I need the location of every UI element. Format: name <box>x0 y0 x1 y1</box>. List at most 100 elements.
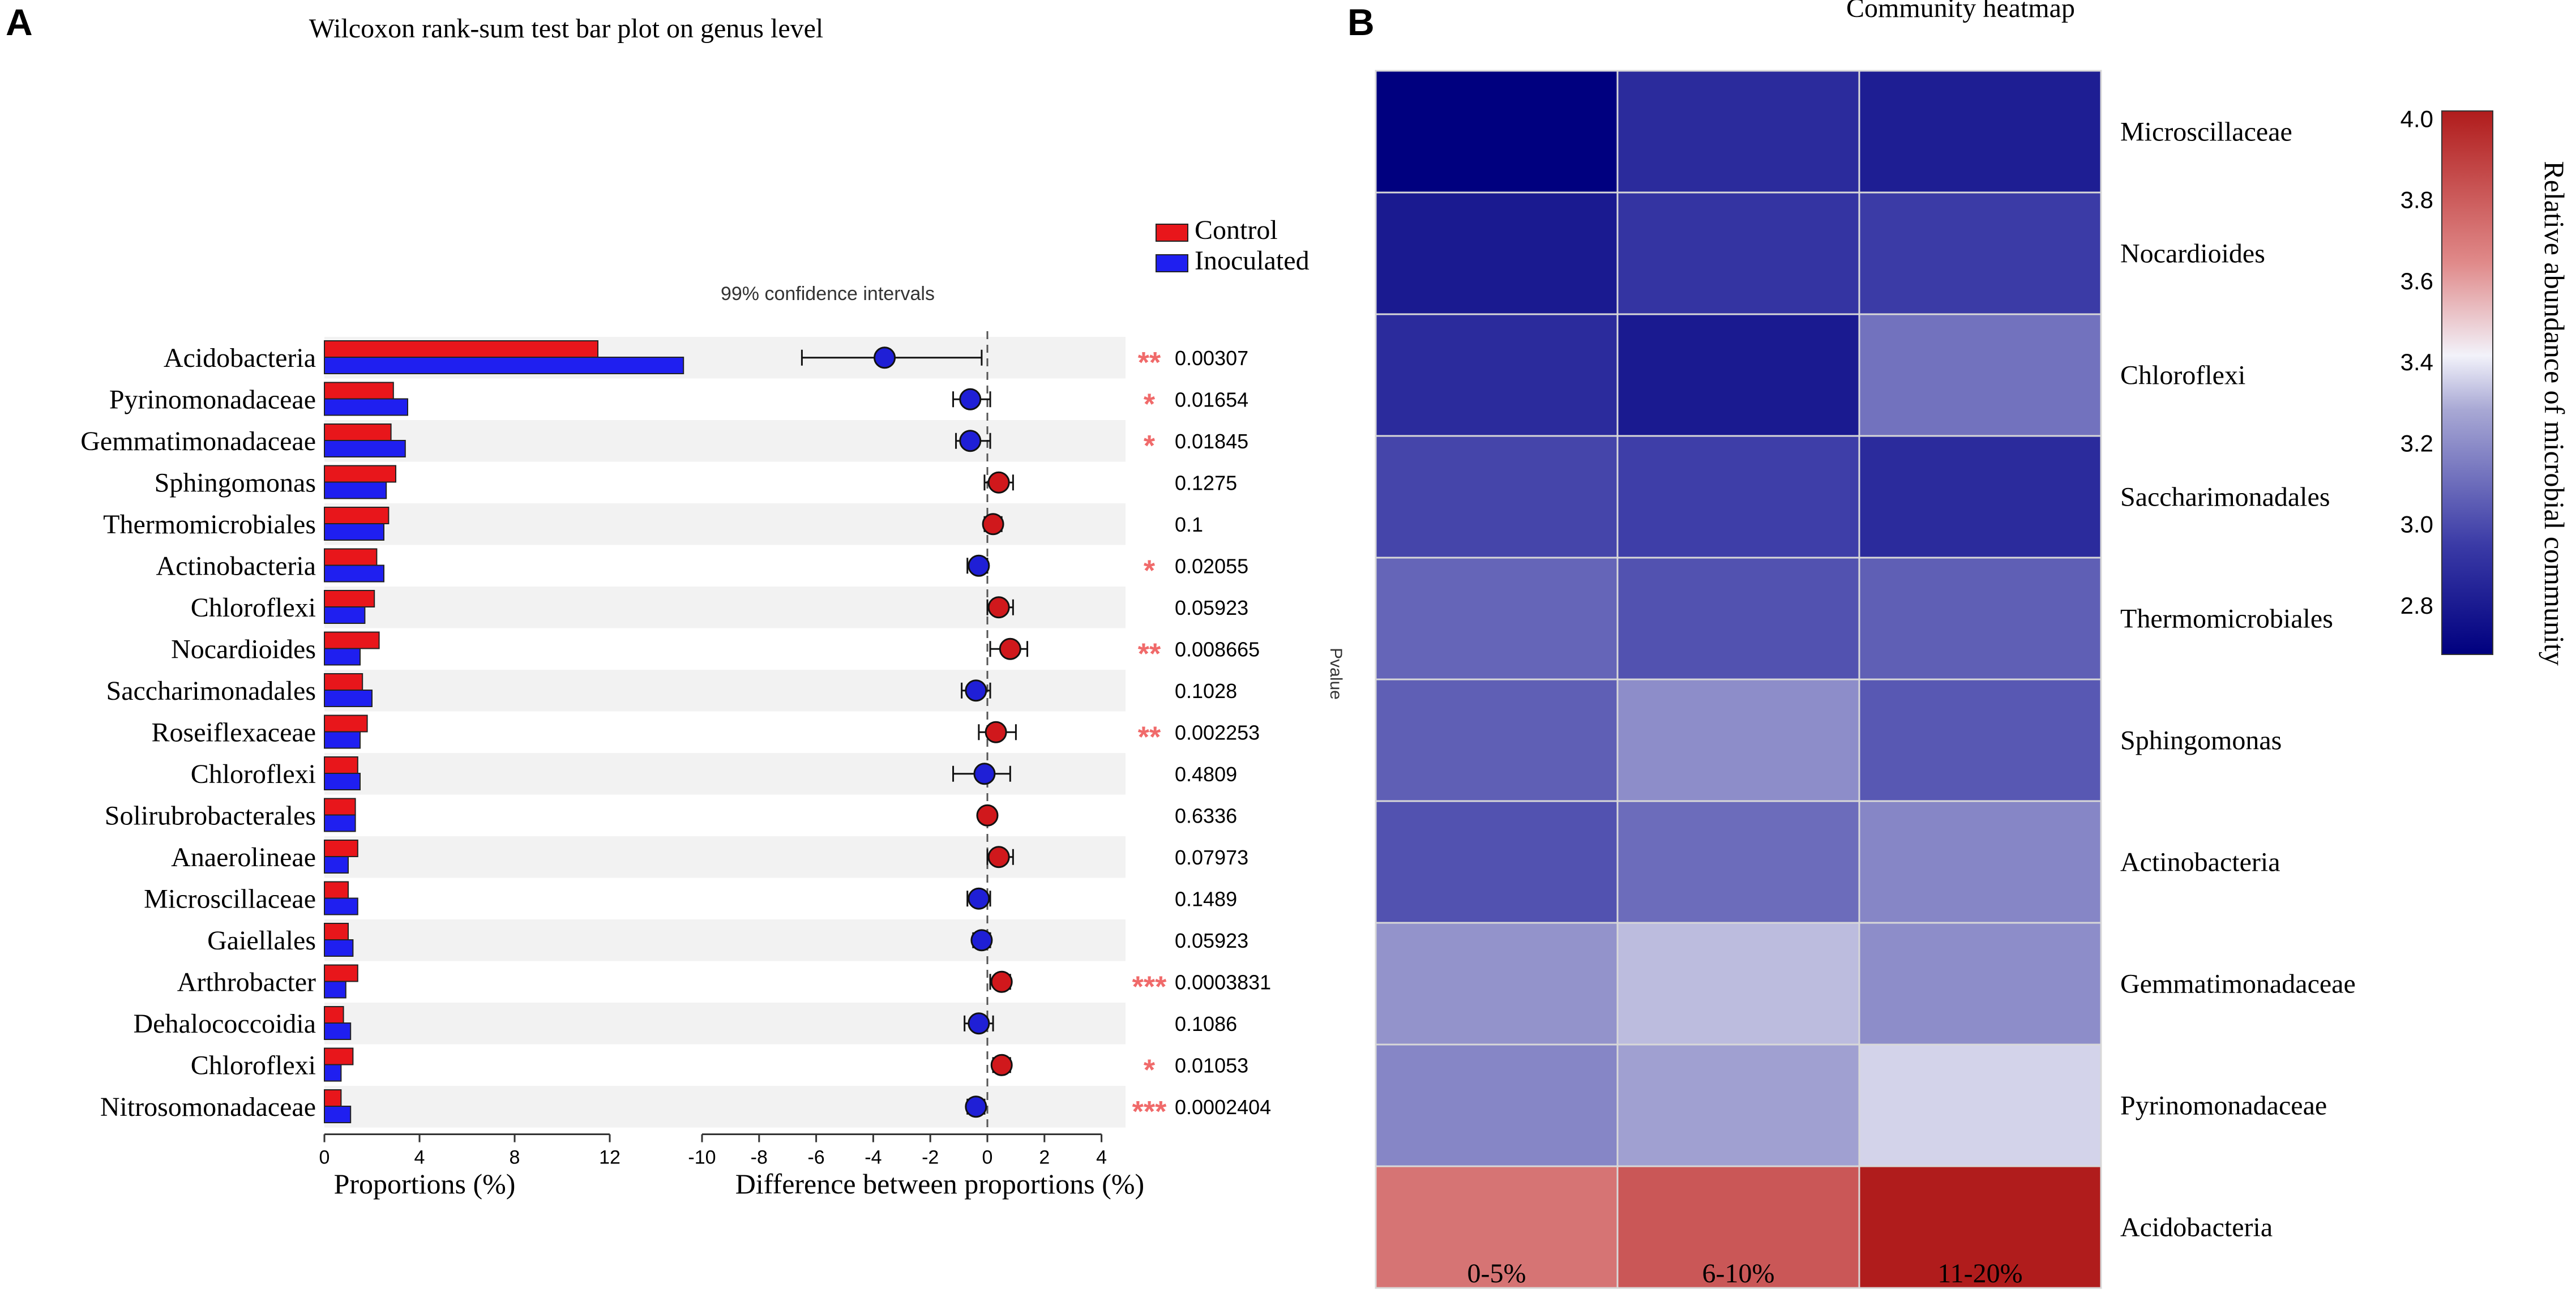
bar-inoculated <box>324 814 356 832</box>
category-label: Chloroflexi <box>191 593 316 623</box>
bar-control <box>324 590 375 607</box>
bar-inoculated <box>324 731 361 749</box>
difference-point <box>968 1012 990 1035</box>
heatmap-column-label: 0-5% <box>1467 1259 1526 1289</box>
bar-inoculated <box>324 564 384 583</box>
pvalue-axis-label: Pvalue <box>1326 648 1345 700</box>
category-label: Sphingomonas <box>155 468 316 498</box>
heatmap-cell <box>1616 1043 1860 1167</box>
colorbar-tick-label: 3.2 <box>2400 430 2433 456</box>
heatmap-row-label: Gemmatimonadaceae <box>2120 969 2356 999</box>
proportions-bar-chart: Acidobacteria Pyrinomonadaceae Gemmatimona… <box>80 337 705 1169</box>
heatmap-cell <box>1375 557 1619 681</box>
bar-control <box>324 382 394 400</box>
x-tick-label: 2 <box>1039 1147 1050 1169</box>
ci-row-background <box>702 420 1126 462</box>
bar-inoculated <box>324 357 684 374</box>
proportions-axis-title: Proportions (%) <box>334 1168 516 1200</box>
ci-row-background <box>702 503 1126 545</box>
legend-swatch-control <box>1156 224 1188 242</box>
difference-point <box>968 554 990 577</box>
category-label: Pyrinomonadaceae <box>109 384 316 414</box>
ci-row-background <box>702 919 1126 961</box>
category-label: Microscillaceae <box>144 884 316 914</box>
bar-inoculated <box>324 481 387 499</box>
difference-point <box>990 1054 1013 1076</box>
heatmap-row-label: Thermomicrobiales <box>2120 604 2333 634</box>
difference-point <box>987 596 1010 619</box>
category-label: Nocardioides <box>171 634 316 664</box>
colorbar-tick-label: 3.4 <box>2400 349 2433 375</box>
ci-row-background <box>702 836 1126 878</box>
p-value: 0.6336 <box>1175 804 1237 827</box>
bar-inoculated <box>324 523 384 541</box>
heatmap-cell <box>1858 1043 2102 1167</box>
p-value: 0.1275 <box>1175 471 1237 494</box>
bar-inoculated <box>324 773 361 790</box>
panel-b-label: B <box>1347 1 1375 43</box>
category-label: Thermomicrobiales <box>103 510 316 540</box>
ci-row-background <box>702 587 1126 628</box>
bar-row-background <box>324 753 705 795</box>
bar-control <box>324 1047 354 1065</box>
difference-point <box>973 763 996 785</box>
x-tick-label: -10 <box>688 1147 716 1169</box>
significance-stars: ** <box>1138 721 1161 754</box>
ci-row-background <box>702 1086 1126 1128</box>
difference-point <box>987 471 1010 494</box>
bar-control <box>324 1006 344 1024</box>
x-tick-label: 4 <box>1096 1147 1107 1169</box>
bar-inoculated <box>324 648 361 666</box>
heatmap-cell <box>1858 435 2102 559</box>
difference-point <box>959 430 982 452</box>
p-value: 0.01053 <box>1175 1054 1248 1077</box>
legend-swatch-inoculated <box>1156 254 1188 272</box>
p-value: 0.02055 <box>1175 554 1248 577</box>
category-label: Saccharimonadales <box>106 676 316 706</box>
category-label: Gaiellales <box>207 926 316 956</box>
heatmap-row-label: Sphingomonas <box>2120 726 2282 756</box>
heatmap-cell <box>1375 678 1619 802</box>
heatmap-cell <box>1858 922 2102 1046</box>
bar-inoculated <box>324 856 349 874</box>
bar-inoculated <box>324 1106 352 1123</box>
difference-point <box>970 929 993 952</box>
bar-control <box>324 1089 342 1107</box>
category-label: Nitrosomonadaceae <box>100 1092 316 1122</box>
bar-control <box>324 881 349 899</box>
colorbar <box>2441 110 2493 655</box>
difference-axis-title: Difference between proportions (%) <box>735 1168 1144 1200</box>
heatmap-cell <box>1858 800 2102 924</box>
difference-point <box>985 721 1007 743</box>
heatmap-cell <box>1858 70 2102 194</box>
difference-point <box>976 804 999 827</box>
heatmap-cell <box>1616 800 1860 924</box>
heatmap-cell <box>1375 70 1619 194</box>
heatmap-cell <box>1375 800 1619 924</box>
ci-row-background <box>702 753 1126 795</box>
difference-point <box>968 887 990 910</box>
category-label: Gemmatimonadaceae <box>80 426 316 456</box>
colorbar-tick-label: 4.0 <box>2400 105 2433 132</box>
x-tick-label: 8 <box>510 1147 520 1169</box>
category-label: Arthrobacter <box>177 967 316 997</box>
significance-stars: ** <box>1138 346 1161 379</box>
bar-control <box>324 840 358 857</box>
legend-label-control: Control <box>1195 215 1278 245</box>
significance-stars: *** <box>1132 1095 1167 1128</box>
colorbar-label: Relative abundance of microbial communit… <box>2539 161 2570 665</box>
bar-inoculated <box>324 1064 342 1082</box>
bar-row-background <box>324 1003 705 1045</box>
heatmap-row-label: Actinobacteria <box>2120 848 2280 878</box>
significance-stars: *** <box>1132 970 1167 1003</box>
community-heatmap: Microscillaceae Nocardioides Chloroflexi Sa… <box>1375 70 2356 1289</box>
p-value: 0.1 <box>1175 513 1203 536</box>
heatmap-row-label: Acidobacteria <box>2120 1213 2273 1243</box>
bar-control <box>324 507 390 524</box>
heatmap-column-label: 11-20% <box>1937 1259 2022 1289</box>
x-tick-label: -6 <box>807 1147 824 1169</box>
category-label: Dehalococcoidia <box>134 1009 316 1039</box>
p-value: 0.4809 <box>1175 763 1237 786</box>
x-tick-label: -8 <box>751 1147 768 1169</box>
bar-control <box>324 756 358 774</box>
